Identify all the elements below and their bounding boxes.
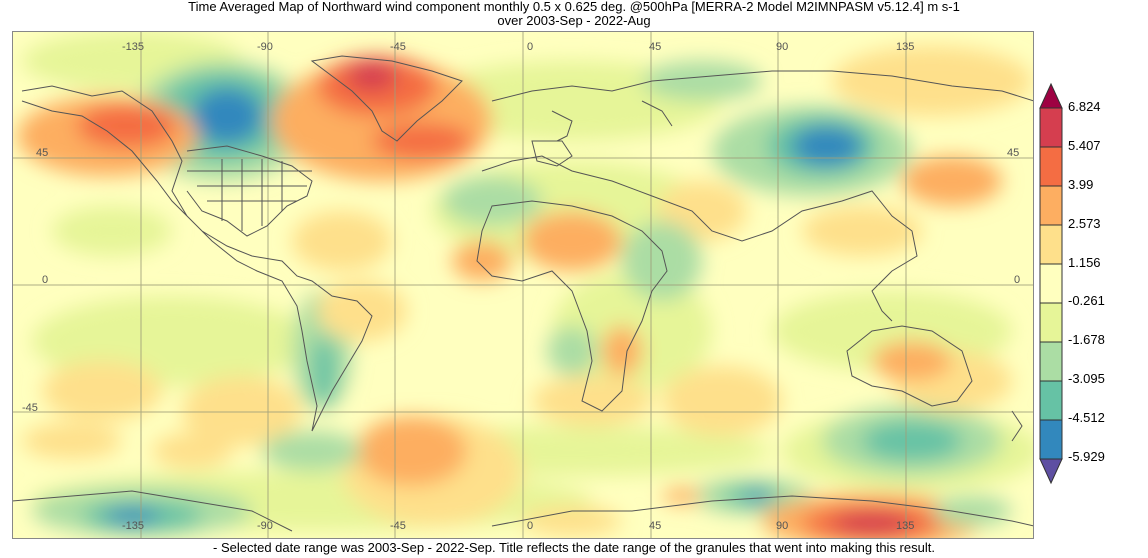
lat-label-right: 0 [1014,274,1020,286]
lat-label-left: 0 [42,274,48,286]
colorbar-label: 1.156 [1068,255,1101,270]
colorbar-label: -0.261 [1068,293,1105,308]
lon-label-top: 0 [527,41,533,53]
lon-label-top: -45 [390,41,406,53]
colorbar-label: -5.929 [1068,449,1105,464]
lon-label-top: 45 [649,41,661,53]
colorbar-segment [1039,380,1063,421]
map-title-line-2: over 2003-Sep - 2022-Aug [497,13,651,28]
lon-label-bottom: 0 [527,520,533,532]
colorbar-segment [1039,302,1063,343]
colorbar-label: -1.678 [1068,332,1105,347]
lon-label-top: -90 [257,41,273,53]
colorbar [1039,82,1063,485]
lon-label-bottom: -45 [390,520,406,532]
colorbar-label: 3.99 [1068,177,1094,192]
colorbar-segment [1039,107,1063,148]
colorbar-segment [1039,341,1063,382]
colorbar-segment [1039,263,1063,304]
colorbar-over-triangle [1039,82,1063,109]
colorbar-segment [1039,185,1063,226]
colorbar-label: 5.407 [1068,138,1101,153]
lat-label-left: 45 [36,147,48,159]
lon-label-bottom: -135 [122,520,144,532]
lon-label-top: 135 [896,41,914,53]
map-title-line-1: Time Averaged Map of Northward wind comp… [188,0,960,14]
lon-label-top: 90 [776,41,788,53]
graticule [12,31,1034,539]
grid-labels: -135 -90 -45 0 45 90 135 -135 -90 -45 0 … [22,41,1020,532]
lon-label-bottom: -90 [257,520,273,532]
lon-label-bottom: 45 [649,520,661,532]
colorbar-label: 6.824 [1068,99,1101,114]
colorbar-label: -4.512 [1068,410,1105,425]
coastlines [12,55,1034,532]
colorbar-segment [1039,146,1063,187]
wind-map: -135 -90 -45 0 45 90 135 -135 -90 -45 0 … [12,31,1034,539]
lon-label-bottom: 90 [776,520,788,532]
map-frame [12,31,1034,539]
colorbar-label: 2.573 [1068,216,1101,231]
colorbar-segment [1039,224,1063,265]
footnote: - Selected date range was 2003-Sep - 202… [213,540,935,555]
lon-label-top: -135 [122,41,144,53]
lon-label-bottom: 135 [896,520,914,532]
lat-label-right: 45 [1007,147,1019,159]
colorbar-segment [1039,419,1063,460]
lat-label-left: -45 [22,402,38,414]
colorbar-label: -3.095 [1068,371,1105,386]
colorbar-under-triangle [1039,458,1063,485]
